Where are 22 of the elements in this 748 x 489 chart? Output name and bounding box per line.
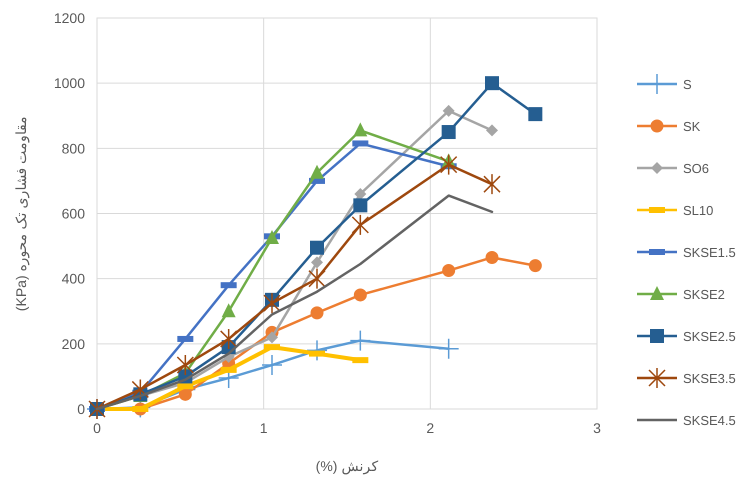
legend-label: SKSE4.5 <box>683 413 736 428</box>
legend-label: SO6 <box>683 161 710 176</box>
legend-label: SL10 <box>683 203 714 218</box>
x-tick-label: 3 <box>593 420 602 436</box>
legend-label: SKSE2 <box>683 287 725 302</box>
y-tick-label: 1200 <box>54 10 86 26</box>
legend-label: S <box>683 77 692 92</box>
y-tick-label: 0 <box>77 401 86 417</box>
y-tick-label: 200 <box>62 336 86 352</box>
legend-label: SKSE1.5 <box>683 245 736 260</box>
y-tick-label: 400 <box>62 270 86 287</box>
y-tick-label: 800 <box>62 140 86 156</box>
x-axis-title: کرنش (%) <box>316 458 378 475</box>
x-tick-label: 2 <box>426 420 434 436</box>
legend-label: SKSE3.5 <box>683 371 736 386</box>
x-tick-label: 1 <box>260 420 268 436</box>
x-tick-label: 0 <box>93 420 102 436</box>
y-axis-title: مقاومت فشاری تک محوره (KPa) <box>13 116 30 312</box>
y-tick-label: 600 <box>62 206 86 222</box>
legend-label: SK <box>683 119 701 134</box>
y-tick-label: 1000 <box>54 75 86 92</box>
legend-label: SKSE2.5 <box>683 329 736 344</box>
